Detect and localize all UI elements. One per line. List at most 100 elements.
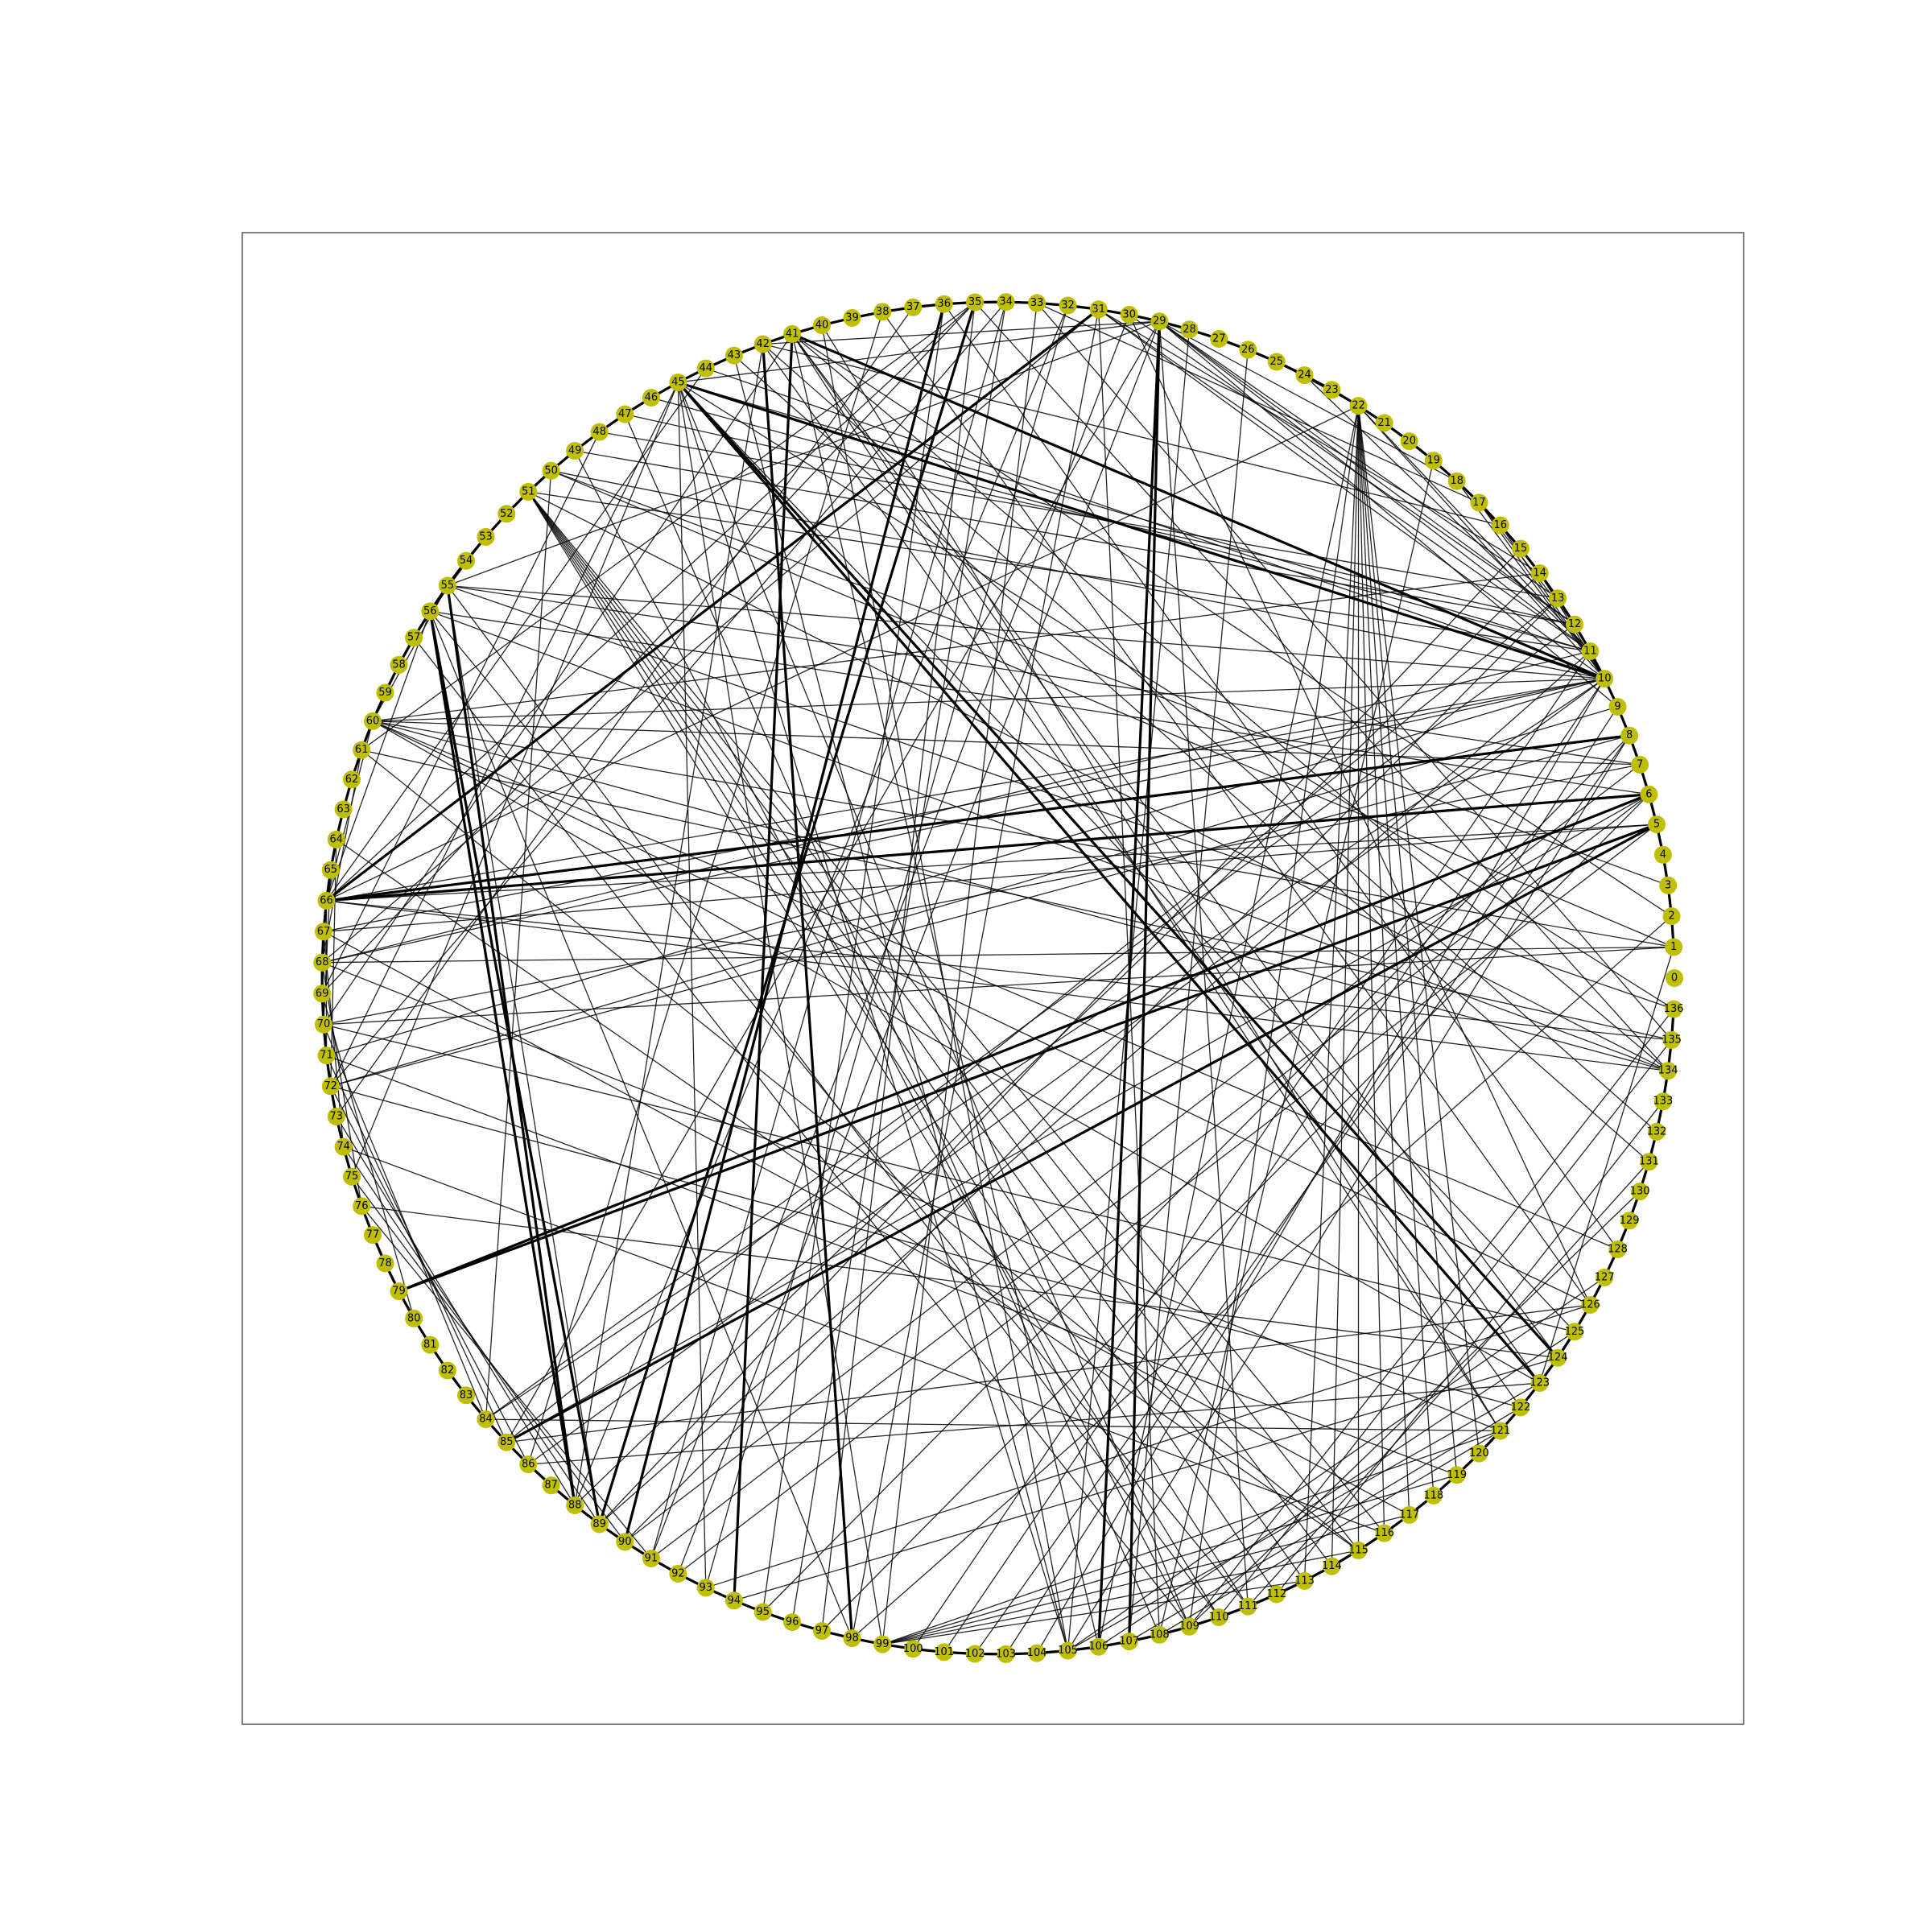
node-label: 72 [324, 1080, 338, 1092]
node-label: 34 [999, 296, 1013, 308]
graph-edge [486, 471, 551, 1419]
graph-node: 28 [1181, 320, 1199, 338]
node-label: 99 [876, 1638, 890, 1650]
node-label: 7 [1637, 758, 1643, 770]
graph-node: 27 [1210, 330, 1228, 348]
graph-node: 64 [328, 831, 345, 848]
graph-node: 73 [328, 1108, 345, 1125]
node-label: 58 [392, 658, 406, 671]
graph-node: 128 [1608, 1241, 1628, 1258]
graph-node: 46 [642, 389, 660, 407]
graph-node: 129 [1620, 1212, 1640, 1229]
graph-node: 66 [318, 892, 336, 910]
graph-node: 71 [318, 1046, 336, 1064]
graph-node: 17 [1470, 493, 1488, 511]
graph-node: 99 [873, 1636, 891, 1653]
graph-node: 0 [1666, 969, 1683, 987]
graph-node: 74 [335, 1138, 353, 1156]
graph-edge [1129, 315, 1575, 625]
graph-node: 3 [1659, 877, 1677, 894]
graph-node: 9 [1609, 698, 1627, 716]
node-label: 32 [1061, 299, 1075, 312]
graph-node: 61 [353, 741, 370, 759]
graph-edge [1248, 1162, 1649, 1606]
node-label: 10 [1598, 673, 1612, 685]
node-label: 44 [700, 362, 713, 374]
graph-edge [322, 947, 1674, 963]
node-label: 74 [336, 1141, 350, 1153]
graph-edge [1219, 1040, 1671, 1617]
graph-node: 107 [1119, 1633, 1139, 1650]
node-label: 136 [1664, 1003, 1684, 1015]
graph-node: 110 [1209, 1608, 1229, 1626]
graph-node: 14 [1531, 564, 1549, 582]
node-label: 77 [366, 1229, 380, 1241]
graph-edge [882, 1581, 1304, 1645]
node-label: 15 [1514, 543, 1528, 555]
graph-node: 38 [873, 303, 891, 320]
graph-edge [1277, 1101, 1663, 1594]
graph-edge [1068, 736, 1630, 1651]
node-label: 19 [1427, 455, 1441, 467]
node-label: 83 [460, 1389, 473, 1402]
graph-edge [352, 1177, 625, 1542]
node-label: 3 [1665, 879, 1671, 891]
node-label: 80 [407, 1312, 421, 1324]
graph-node: 78 [377, 1255, 394, 1273]
node-label: 8 [1626, 729, 1633, 741]
graph-edge [331, 1086, 529, 1464]
graph-node: 95 [754, 1604, 772, 1621]
graph-node: 60 [364, 712, 382, 730]
graph-node: 91 [642, 1550, 660, 1567]
graph-node: 103 [996, 1645, 1016, 1663]
node-label: 75 [345, 1170, 359, 1183]
node-label: 40 [815, 320, 829, 332]
graph-edge [1359, 406, 1591, 651]
graph-node: 20 [1401, 432, 1418, 450]
graph-edge [575, 451, 1575, 625]
graph-node: 43 [725, 347, 743, 365]
node-label: 50 [544, 464, 558, 477]
node-label: 45 [671, 377, 685, 389]
node-label: 116 [1374, 1527, 1394, 1539]
node-label: 115 [1348, 1544, 1368, 1556]
node-label: 101 [934, 1646, 954, 1658]
node-label: 39 [845, 312, 859, 324]
graph-node: 63 [335, 800, 353, 818]
graph-node: 80 [405, 1310, 423, 1327]
graph-node: 13 [1549, 589, 1567, 607]
node-label: 24 [1298, 369, 1311, 382]
graph-node: 55 [439, 577, 456, 595]
graph-edge [324, 1025, 486, 1419]
graph-edge [1305, 375, 1591, 651]
graph-edge [430, 611, 599, 1524]
graph-node: 25 [1268, 353, 1286, 371]
graph-edge [361, 750, 1671, 1040]
node-label: 51 [522, 485, 535, 497]
graph-edge [324, 947, 1674, 1025]
graph-node: 48 [591, 423, 609, 441]
node-label: 65 [324, 864, 338, 876]
graph-edge [486, 1419, 1501, 1430]
graph-node: 133 [1653, 1092, 1673, 1110]
graph-node: 26 [1239, 341, 1257, 358]
graph-edge [1159, 460, 1434, 1635]
graph-node: 75 [343, 1168, 361, 1186]
graph-edge [324, 1025, 1575, 1332]
node-label: 93 [700, 1582, 713, 1594]
graph-edge [528, 492, 1590, 651]
node-label: 103 [996, 1648, 1016, 1660]
graph-edge [1159, 1431, 1501, 1635]
node-label: 35 [968, 296, 982, 308]
node-label: 16 [1494, 519, 1508, 531]
graph-edge [528, 492, 1331, 1567]
graph-node: 31 [1090, 300, 1108, 318]
node-label: 92 [671, 1568, 685, 1580]
graph-node: 92 [669, 1565, 687, 1583]
node-label: 67 [317, 926, 331, 938]
graph-edge [1099, 309, 1591, 651]
graph-edge [575, 451, 1189, 1627]
node-label: 104 [1027, 1647, 1047, 1659]
node-layer: 0123456789101112131415161718192021222324… [313, 293, 1683, 1663]
graph-node: 109 [1179, 1618, 1199, 1636]
